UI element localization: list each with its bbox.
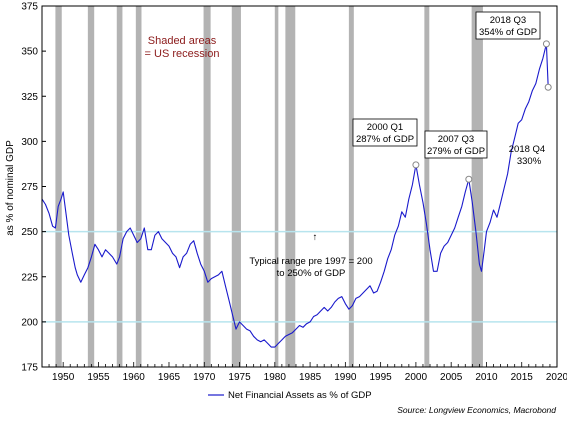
x-tick-label-1985: 1985 xyxy=(299,372,322,383)
range-arrow: ↑ xyxy=(313,232,318,243)
annotation-2018q4-line2: 330% xyxy=(517,156,542,167)
recession-band-9 xyxy=(348,6,354,367)
recession-band-3 xyxy=(116,6,123,367)
y-tick-label-175: 175 xyxy=(21,363,38,374)
x-tick-label-1970: 1970 xyxy=(193,372,216,383)
annotation-2000-line2: 287% of GDP xyxy=(356,134,414,145)
annotation-layer: Shaded areas = US recession 2000 Q1 287%… xyxy=(145,11,545,279)
highlight-marker-3 xyxy=(542,40,550,48)
shaded-areas-note-line2: = US recession xyxy=(145,48,220,60)
annotation-2018q3-line2: 354% of GDP xyxy=(479,27,537,38)
recession-band-11 xyxy=(471,6,483,367)
x-tick-label-1950: 1950 xyxy=(52,372,75,383)
marker-layer xyxy=(412,40,552,183)
x-tick-label-1980: 1980 xyxy=(264,372,287,383)
recession-band-7 xyxy=(274,6,279,367)
annotation-box-2000 xyxy=(352,118,418,147)
x-tick-label-2015: 2015 xyxy=(511,372,534,383)
range-note-line2: to 250% of GDP xyxy=(277,268,346,279)
recession-band-2 xyxy=(87,6,95,367)
series-line-1 xyxy=(41,43,549,348)
recession-band-4 xyxy=(135,6,142,367)
recession-band-5 xyxy=(203,6,211,367)
legend: Net Financial Assets as % of GDP xyxy=(208,390,372,401)
annotation-2018q4-line1: 2018 Q4 xyxy=(509,144,545,155)
y-tick-label-275: 275 xyxy=(21,182,38,193)
annotation-box-2018q3 xyxy=(475,11,541,40)
series-layer xyxy=(41,43,549,348)
source-note: Source: Longview Economics, Macrobond xyxy=(397,405,556,415)
annotation-2000-line1: 2000 Q1 xyxy=(367,122,403,133)
x-tick-label-2000: 2000 xyxy=(405,372,428,383)
axes-layer: 175 200 225 250 275 300 325 350 375 1950 1955 1960 1… xyxy=(21,2,567,384)
x-tick-label-2020: 2020 xyxy=(546,372,567,383)
y-tick-label-200: 200 xyxy=(21,317,38,328)
x-tick-label-1975: 1975 xyxy=(228,372,251,383)
highlight-marker-1 xyxy=(412,161,420,169)
recession-band-10 xyxy=(424,6,430,367)
recession-band-6 xyxy=(231,6,241,367)
y-tick-label-375: 375 xyxy=(21,2,38,13)
annotation-2007-line1: 2007 Q3 xyxy=(438,134,474,145)
x-tick-label-1995: 1995 xyxy=(370,372,393,383)
range-note-line1: Typical range pre 1997 = 200 xyxy=(249,256,372,267)
shaded-areas-note-line1: Shaded areas xyxy=(148,35,217,47)
y-tick-label-225: 225 xyxy=(21,272,38,283)
x-tick-label-2010: 2010 xyxy=(475,372,498,383)
recession-bands xyxy=(55,6,483,367)
x-tick-label-1960: 1960 xyxy=(123,372,146,383)
y-axis-title: as % of nominal GDP xyxy=(5,140,16,236)
annotation-2018q3-line1: 2018 Q3 xyxy=(490,15,526,26)
recession-band-8 xyxy=(285,6,296,367)
x-tick-label-1955: 1955 xyxy=(87,372,110,383)
x-tick-label-1990: 1990 xyxy=(334,372,357,383)
y-tick-label-325: 325 xyxy=(21,92,38,103)
y-tick-label-350: 350 xyxy=(21,47,38,58)
highlight-marker-2 xyxy=(465,175,473,183)
x-tick-label-2005: 2005 xyxy=(440,372,463,383)
reference-lines xyxy=(42,230,557,323)
y-tick-label-250: 250 xyxy=(21,227,38,238)
annotation-box-2007 xyxy=(424,130,488,159)
y-tick-label-300: 300 xyxy=(21,137,38,148)
recession-band-1 xyxy=(55,6,62,367)
x-tick-label-1965: 1965 xyxy=(158,372,181,383)
annotation-2007-line2: 279% of GDP xyxy=(427,146,485,157)
highlight-marker-4 xyxy=(544,83,552,91)
legend-label: Net Financial Assets as % of GDP xyxy=(228,390,372,401)
